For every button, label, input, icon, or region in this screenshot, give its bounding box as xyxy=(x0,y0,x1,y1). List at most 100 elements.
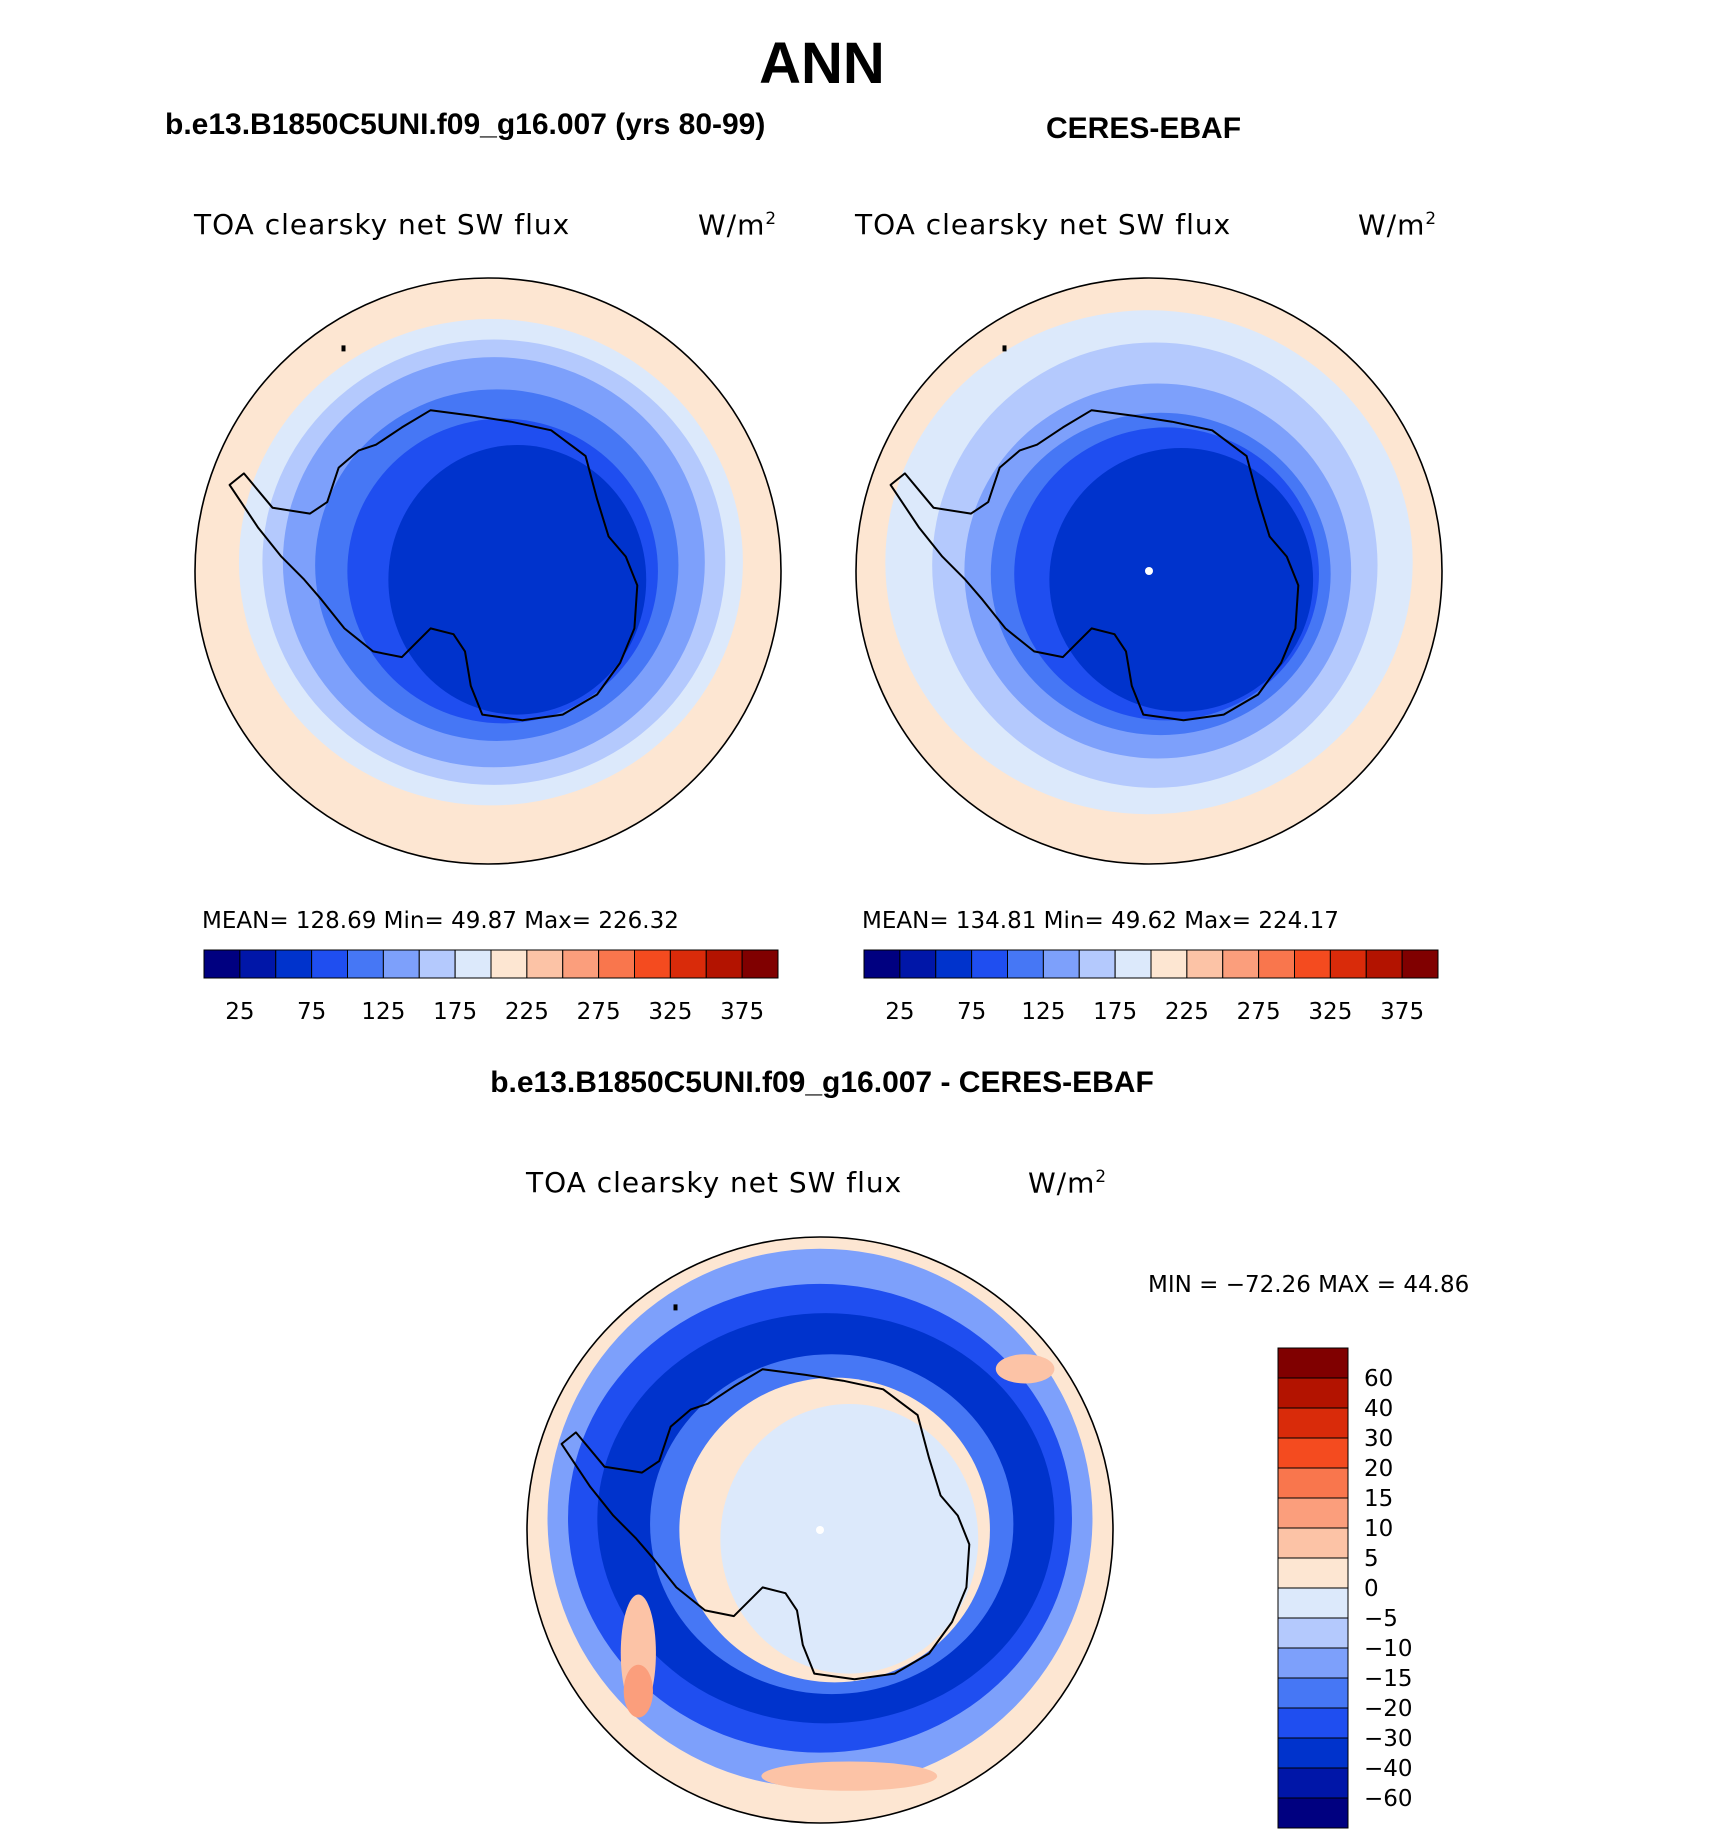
obs-colorbar-box-1 xyxy=(899,949,937,979)
figure-title: ANN xyxy=(759,31,885,96)
contour-band-6 xyxy=(720,1404,979,1674)
model-map-border xyxy=(194,277,782,865)
obs-colorbar-tick-4: 225 xyxy=(1165,999,1209,1025)
diff-colorbar-box-10 xyxy=(1277,1647,1349,1679)
model-colorbar-tick-4: 225 xyxy=(505,999,549,1025)
diff-colorbar-tick-3: 20 xyxy=(1364,1456,1393,1482)
model-colorbar-tick-2: 125 xyxy=(361,999,405,1025)
diff-colorbar-tick-11: −20 xyxy=(1364,1696,1413,1722)
obs-colorbar-tick-2: 125 xyxy=(1021,999,1065,1025)
diff-colorbar-box-5 xyxy=(1277,1497,1349,1529)
diff-colorbar-tick-10: −15 xyxy=(1364,1666,1413,1692)
diff-colorbar-tick-2: 30 xyxy=(1364,1426,1393,1452)
right-variable-label: TOA clearsky net SW flux xyxy=(855,208,1232,241)
antarctica-coastline xyxy=(228,409,639,722)
obs-colorbar-box-8 xyxy=(1150,949,1188,979)
diff-polar-map xyxy=(527,1237,1113,1823)
model-colorbar-box-3 xyxy=(311,949,348,979)
model-colorbar-tick-6: 325 xyxy=(648,999,692,1025)
obs-polar-map xyxy=(856,278,1442,864)
model-colorbar-box-8 xyxy=(490,949,528,979)
diff-colorbar-box-12 xyxy=(1277,1707,1349,1739)
obs-colorbar-box-12 xyxy=(1294,949,1331,979)
model-colorbar-box-5 xyxy=(382,949,420,979)
diff-colorbar-box-6 xyxy=(1277,1527,1349,1559)
obs-colorbar-tick-0: 25 xyxy=(885,999,914,1025)
obs-colorbar-box-3 xyxy=(971,949,1008,979)
right-stats: MEAN= 134.81 Min= 49.62 Max= 224.17 xyxy=(862,908,1339,934)
obs-colorbar-box-11 xyxy=(1258,949,1295,979)
model-colorbar-box-13 xyxy=(669,949,707,979)
model-colorbar-box-7 xyxy=(454,949,492,979)
contour-anomaly-4 xyxy=(995,1354,1055,1384)
diff-colorbar-tick-6: 5 xyxy=(1364,1546,1379,1572)
model-colorbar-box-6 xyxy=(418,949,456,979)
pole-dot xyxy=(1145,567,1153,575)
contour-anomaly-2 xyxy=(761,1761,938,1791)
model-polar-map xyxy=(195,278,781,864)
diff-colorbar-tick-14: −60 xyxy=(1364,1786,1413,1812)
diff-colorbar-box-14 xyxy=(1277,1767,1349,1799)
model-colorbar-box-4 xyxy=(347,949,384,979)
diff-case-title: b.e13.B1850C5UNI.f09_g16.007 - CERES-EBA… xyxy=(490,1066,1154,1099)
diff-colorbar-box-11 xyxy=(1277,1677,1349,1709)
diff-colorbar-tick-1: 40 xyxy=(1364,1396,1393,1422)
diff-colorbar-tick-0: 60 xyxy=(1364,1366,1393,1392)
diff-variable-label: TOA clearsky net SW flux xyxy=(526,1166,903,1199)
model-colorbar-tick-3: 175 xyxy=(433,999,477,1025)
model-colorbar-box-15 xyxy=(741,949,779,979)
model-colorbar-box-9 xyxy=(526,949,564,979)
diff-colorbar-box-0 xyxy=(1277,1347,1349,1379)
model-colorbar-tick-5: 275 xyxy=(577,999,621,1025)
right-case-title: CERES-EBAF xyxy=(1046,112,1242,145)
diff-colorbar: 60 40 30 20 15 10 5 0 −5 −10 −15 −20 −30 −40 −60 xyxy=(1277,1347,1413,1829)
obs-colorbar-tick-7: 375 xyxy=(1380,999,1424,1025)
contour-band-6 xyxy=(388,445,647,715)
right-units-label: W/m2 xyxy=(1358,208,1438,242)
diff-colorbar-tick-9: −10 xyxy=(1364,1636,1413,1662)
model-colorbar-box-12 xyxy=(634,949,671,979)
diff-map-border xyxy=(526,1236,1114,1824)
diff-colorbar-box-3 xyxy=(1277,1437,1349,1469)
diff-units-label: W/m2 xyxy=(1028,1166,1108,1200)
model-colorbar-box-1 xyxy=(239,949,277,979)
obs-colorbar-box-0 xyxy=(863,949,901,979)
obs-colorbar-box-6 xyxy=(1078,949,1116,979)
model-colorbar: 25 75 125 175 225 275 325 375 xyxy=(203,949,779,1025)
contour-anomaly-3 xyxy=(623,1664,653,1718)
left-case-title: b.e13.B1850C5UNI.f09_g16.007 (yrs 80-99) xyxy=(165,108,766,141)
obs-colorbar-tick-6: 325 xyxy=(1308,999,1352,1025)
diff-colorbar-box-1 xyxy=(1277,1377,1349,1409)
diff-colorbar-box-2 xyxy=(1277,1407,1349,1439)
diff-colorbar-tick-13: −40 xyxy=(1364,1756,1413,1782)
left-variable-label: TOA clearsky net SW flux xyxy=(194,208,571,241)
diff-colorbar-box-7 xyxy=(1277,1557,1349,1589)
obs-colorbar: 25 75 125 175 225 275 325 375 xyxy=(863,949,1439,1025)
island-mark xyxy=(341,345,346,352)
model-colorbar-box-10 xyxy=(562,949,600,979)
obs-colorbar-box-2 xyxy=(935,949,973,979)
model-colorbar-box-0 xyxy=(203,949,241,979)
diff-colorbar-tick-12: −30 xyxy=(1364,1726,1413,1752)
model-colorbar-tick-1: 75 xyxy=(297,999,326,1025)
contour-band-6 xyxy=(1049,447,1314,712)
diff-colorbar-box-4 xyxy=(1277,1467,1349,1499)
model-colorbar-tick-7: 375 xyxy=(720,999,764,1025)
obs-colorbar-box-4 xyxy=(1007,949,1044,979)
obs-colorbar-box-10 xyxy=(1222,949,1260,979)
obs-colorbar-box-13 xyxy=(1329,949,1367,979)
pole-dot xyxy=(816,1526,824,1534)
island-mark xyxy=(1002,345,1007,352)
diff-colorbar-box-8 xyxy=(1277,1587,1349,1619)
island-mark xyxy=(673,1304,678,1311)
diff-colorbar-tick-7: 0 xyxy=(1364,1576,1379,1602)
diff-colorbar-tick-8: −5 xyxy=(1364,1606,1398,1632)
obs-colorbar-box-5 xyxy=(1042,949,1080,979)
obs-colorbar-tick-1: 75 xyxy=(957,999,986,1025)
model-colorbar-box-14 xyxy=(705,949,743,979)
antarctica-coastline xyxy=(889,409,1300,722)
obs-colorbar-box-9 xyxy=(1186,949,1224,979)
model-colorbar-tick-0: 25 xyxy=(225,999,254,1025)
left-stats: MEAN= 128.69 Min= 49.87 Max= 226.32 xyxy=(202,908,679,934)
